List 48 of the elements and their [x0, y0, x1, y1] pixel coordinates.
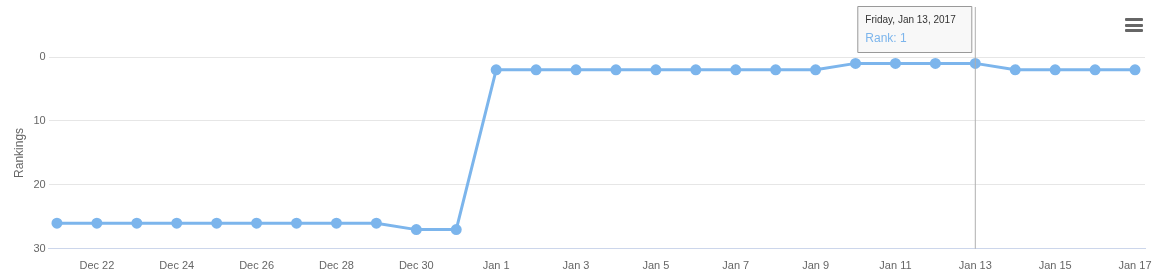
x-tick-label: Dec 24	[159, 259, 195, 272]
point	[171, 217, 183, 229]
x-tick-label: Jan 11	[879, 259, 912, 272]
point	[770, 64, 782, 76]
point	[91, 217, 103, 229]
point	[1049, 64, 1061, 76]
x-tick-label: Jan 5	[642, 259, 670, 272]
x-tick-label: Dec 22	[79, 259, 115, 272]
point	[570, 64, 582, 76]
point	[889, 57, 901, 69]
point	[810, 64, 822, 76]
point	[929, 57, 941, 69]
point	[1009, 64, 1021, 76]
point	[131, 217, 143, 229]
point	[251, 217, 263, 229]
point	[650, 64, 662, 76]
point	[850, 57, 862, 69]
text: Friday, Jan 13, 2017	[865, 13, 957, 25]
text: Rank: 1	[865, 31, 907, 46]
x-tick-label: Dec 28	[319, 259, 354, 272]
point	[690, 64, 702, 76]
x-tick-label: Dec 30	[398, 259, 434, 272]
point	[490, 64, 502, 76]
point	[291, 217, 303, 229]
point	[730, 64, 742, 76]
x-tick-label: Jan 1	[482, 259, 510, 272]
y-tick-label: 0	[39, 50, 46, 63]
point	[410, 224, 422, 236]
point	[1089, 64, 1101, 76]
point	[330, 217, 342, 229]
y-tick-label: 10	[33, 113, 46, 126]
point	[51, 217, 63, 229]
x-tick-label: Jan 7	[722, 259, 750, 272]
x-tick-label: Jan 13	[958, 259, 992, 272]
y-tick-label: 30	[33, 241, 46, 254]
y-tick-label: 20	[33, 177, 46, 190]
point	[450, 224, 462, 236]
point	[211, 217, 223, 229]
x-tick-label: Jan 3	[562, 259, 590, 272]
y-axis-title: Rankings	[11, 127, 26, 178]
point	[530, 64, 542, 76]
x-tick-label: Dec 26	[239, 259, 275, 272]
x-tick-label: Jan 15	[1038, 259, 1072, 272]
point	[1129, 64, 1141, 76]
x-tick-label: Jan 9	[802, 259, 830, 272]
point	[370, 217, 382, 229]
x-tick-label: Jan 17	[1118, 259, 1152, 272]
point	[610, 64, 622, 76]
